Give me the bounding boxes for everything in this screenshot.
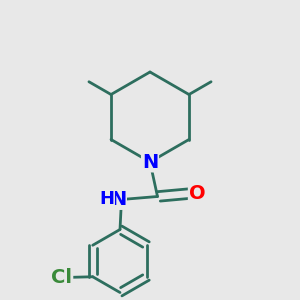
Text: Cl: Cl	[51, 268, 72, 287]
Text: N: N	[142, 152, 158, 172]
Text: N: N	[110, 190, 126, 209]
Text: H: H	[100, 190, 115, 208]
Text: O: O	[189, 184, 206, 203]
